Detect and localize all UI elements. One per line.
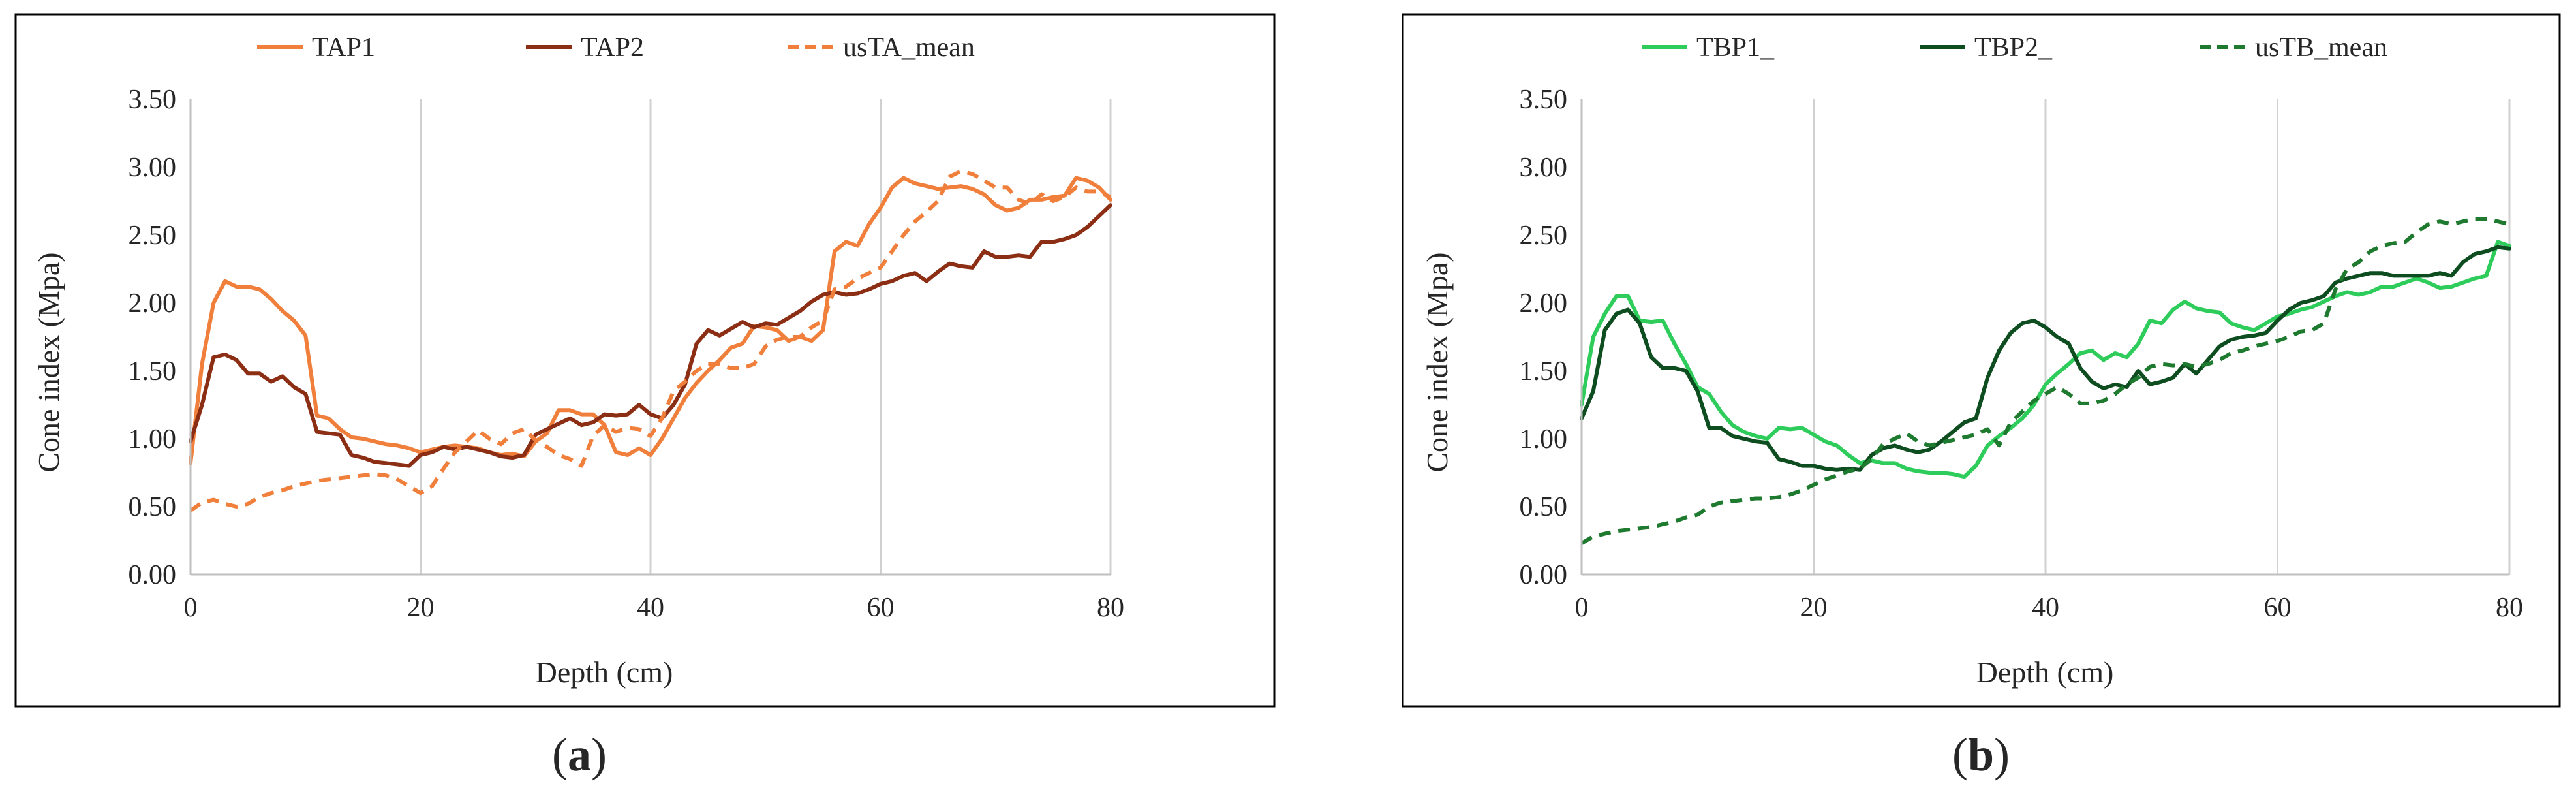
series-line-tbp1: [1580, 240, 2511, 479]
y-tick-label: 3.50: [129, 85, 177, 115]
legend-label: usTB_mean: [2255, 33, 2387, 63]
series-line-usta-mean: [189, 169, 1112, 512]
axes: [1580, 99, 2509, 576]
panel-letter-a: a: [568, 729, 591, 781]
x-axis-label: Depth (cm): [1976, 655, 2114, 689]
grid-lines: [1813, 99, 2511, 575]
series-line-tap1: [189, 176, 1112, 465]
x-tick-labels: 0 20 40 60 80: [1575, 593, 2524, 623]
y-tick-label: 3.00: [1520, 153, 1568, 183]
x-tick-label: 60: [2264, 593, 2292, 623]
legend: TAP1 TAP2 usTA_mean: [257, 33, 975, 63]
y-tick-label: 0.50: [129, 492, 177, 522]
y-tick-label: 0.00: [1520, 560, 1568, 590]
panel-label-b: (b): [1952, 729, 2010, 781]
x-tick-label: 0: [1575, 593, 1589, 623]
y-axis-label: Cone index (Mpa): [1420, 252, 1454, 472]
x-tick-label: 60: [867, 593, 895, 623]
y-tick-label: 3.50: [1520, 85, 1568, 115]
y-tick-labels: 0.00 0.50 1.00 1.50 2.00 2.50 3.00 3.50: [129, 85, 177, 590]
y-tick-label: 3.00: [129, 153, 177, 183]
legend-label: usTA_mean: [843, 33, 975, 63]
x-tick-label: 40: [2032, 593, 2059, 623]
x-tick-labels: 0 20 40 60 80: [184, 593, 1125, 623]
axes: [189, 99, 1111, 576]
x-tick-label: 0: [184, 593, 198, 623]
legend-label: TAP2: [581, 33, 644, 63]
panel-letter-b: b: [1968, 729, 1994, 781]
y-tick-label: 0.00: [129, 560, 177, 590]
panel-frame: [1402, 13, 2561, 708]
x-tick-label: 80: [1097, 593, 1124, 623]
x-axis-label: Depth (cm): [536, 655, 673, 689]
y-tick-label: 1.50: [129, 356, 177, 386]
y-tick-labels: 0.00 0.50 1.00 1.50 2.00 2.50 3.00 3.50: [1520, 85, 1568, 590]
legend: TBP1_ TBP2_ usTB_mean: [1642, 33, 2387, 63]
grid-lines: [420, 99, 1112, 575]
y-tick-label: 2.00: [1520, 289, 1568, 319]
y-axis-label: Cone index (Mpa): [32, 252, 65, 472]
series-lines: [189, 169, 1112, 512]
x-tick-label: 20: [1800, 593, 1828, 623]
x-tick-label: 40: [637, 593, 664, 623]
panel-label-a: (a): [552, 729, 607, 781]
x-tick-label: 20: [407, 593, 435, 623]
y-tick-label: 1.00: [1520, 424, 1568, 454]
panel-b: 0.00 0.50 1.00 1.50 2.00 2.50 3.00 3.50 0 20 40 60…: [1402, 13, 2561, 708]
series-line-ustb-mean: [1580, 217, 2510, 545]
series-line-tbp2: [1580, 245, 2511, 472]
y-tick-label: 1.00: [129, 424, 177, 454]
series-line-tap2: [189, 203, 1112, 468]
y-tick-label: 2.50: [1520, 221, 1568, 251]
panel-frame: [14, 13, 1276, 708]
y-tick-label: 2.00: [129, 289, 177, 319]
y-tick-label: 0.50: [1520, 492, 1568, 522]
legend-label: TBP2_: [1974, 33, 2053, 63]
legend-label: TAP1: [312, 33, 375, 63]
legend-label: TBP1_: [1696, 33, 1775, 63]
y-tick-label: 2.50: [129, 221, 177, 251]
y-tick-label: 1.50: [1520, 356, 1568, 386]
panel-a: 0.00 0.50 1.00 1.50 2.00 2.50 3.00 3.50 0 20 40 60…: [14, 13, 1276, 708]
series-lines: [1580, 217, 2511, 545]
x-tick-label: 80: [2496, 593, 2523, 623]
